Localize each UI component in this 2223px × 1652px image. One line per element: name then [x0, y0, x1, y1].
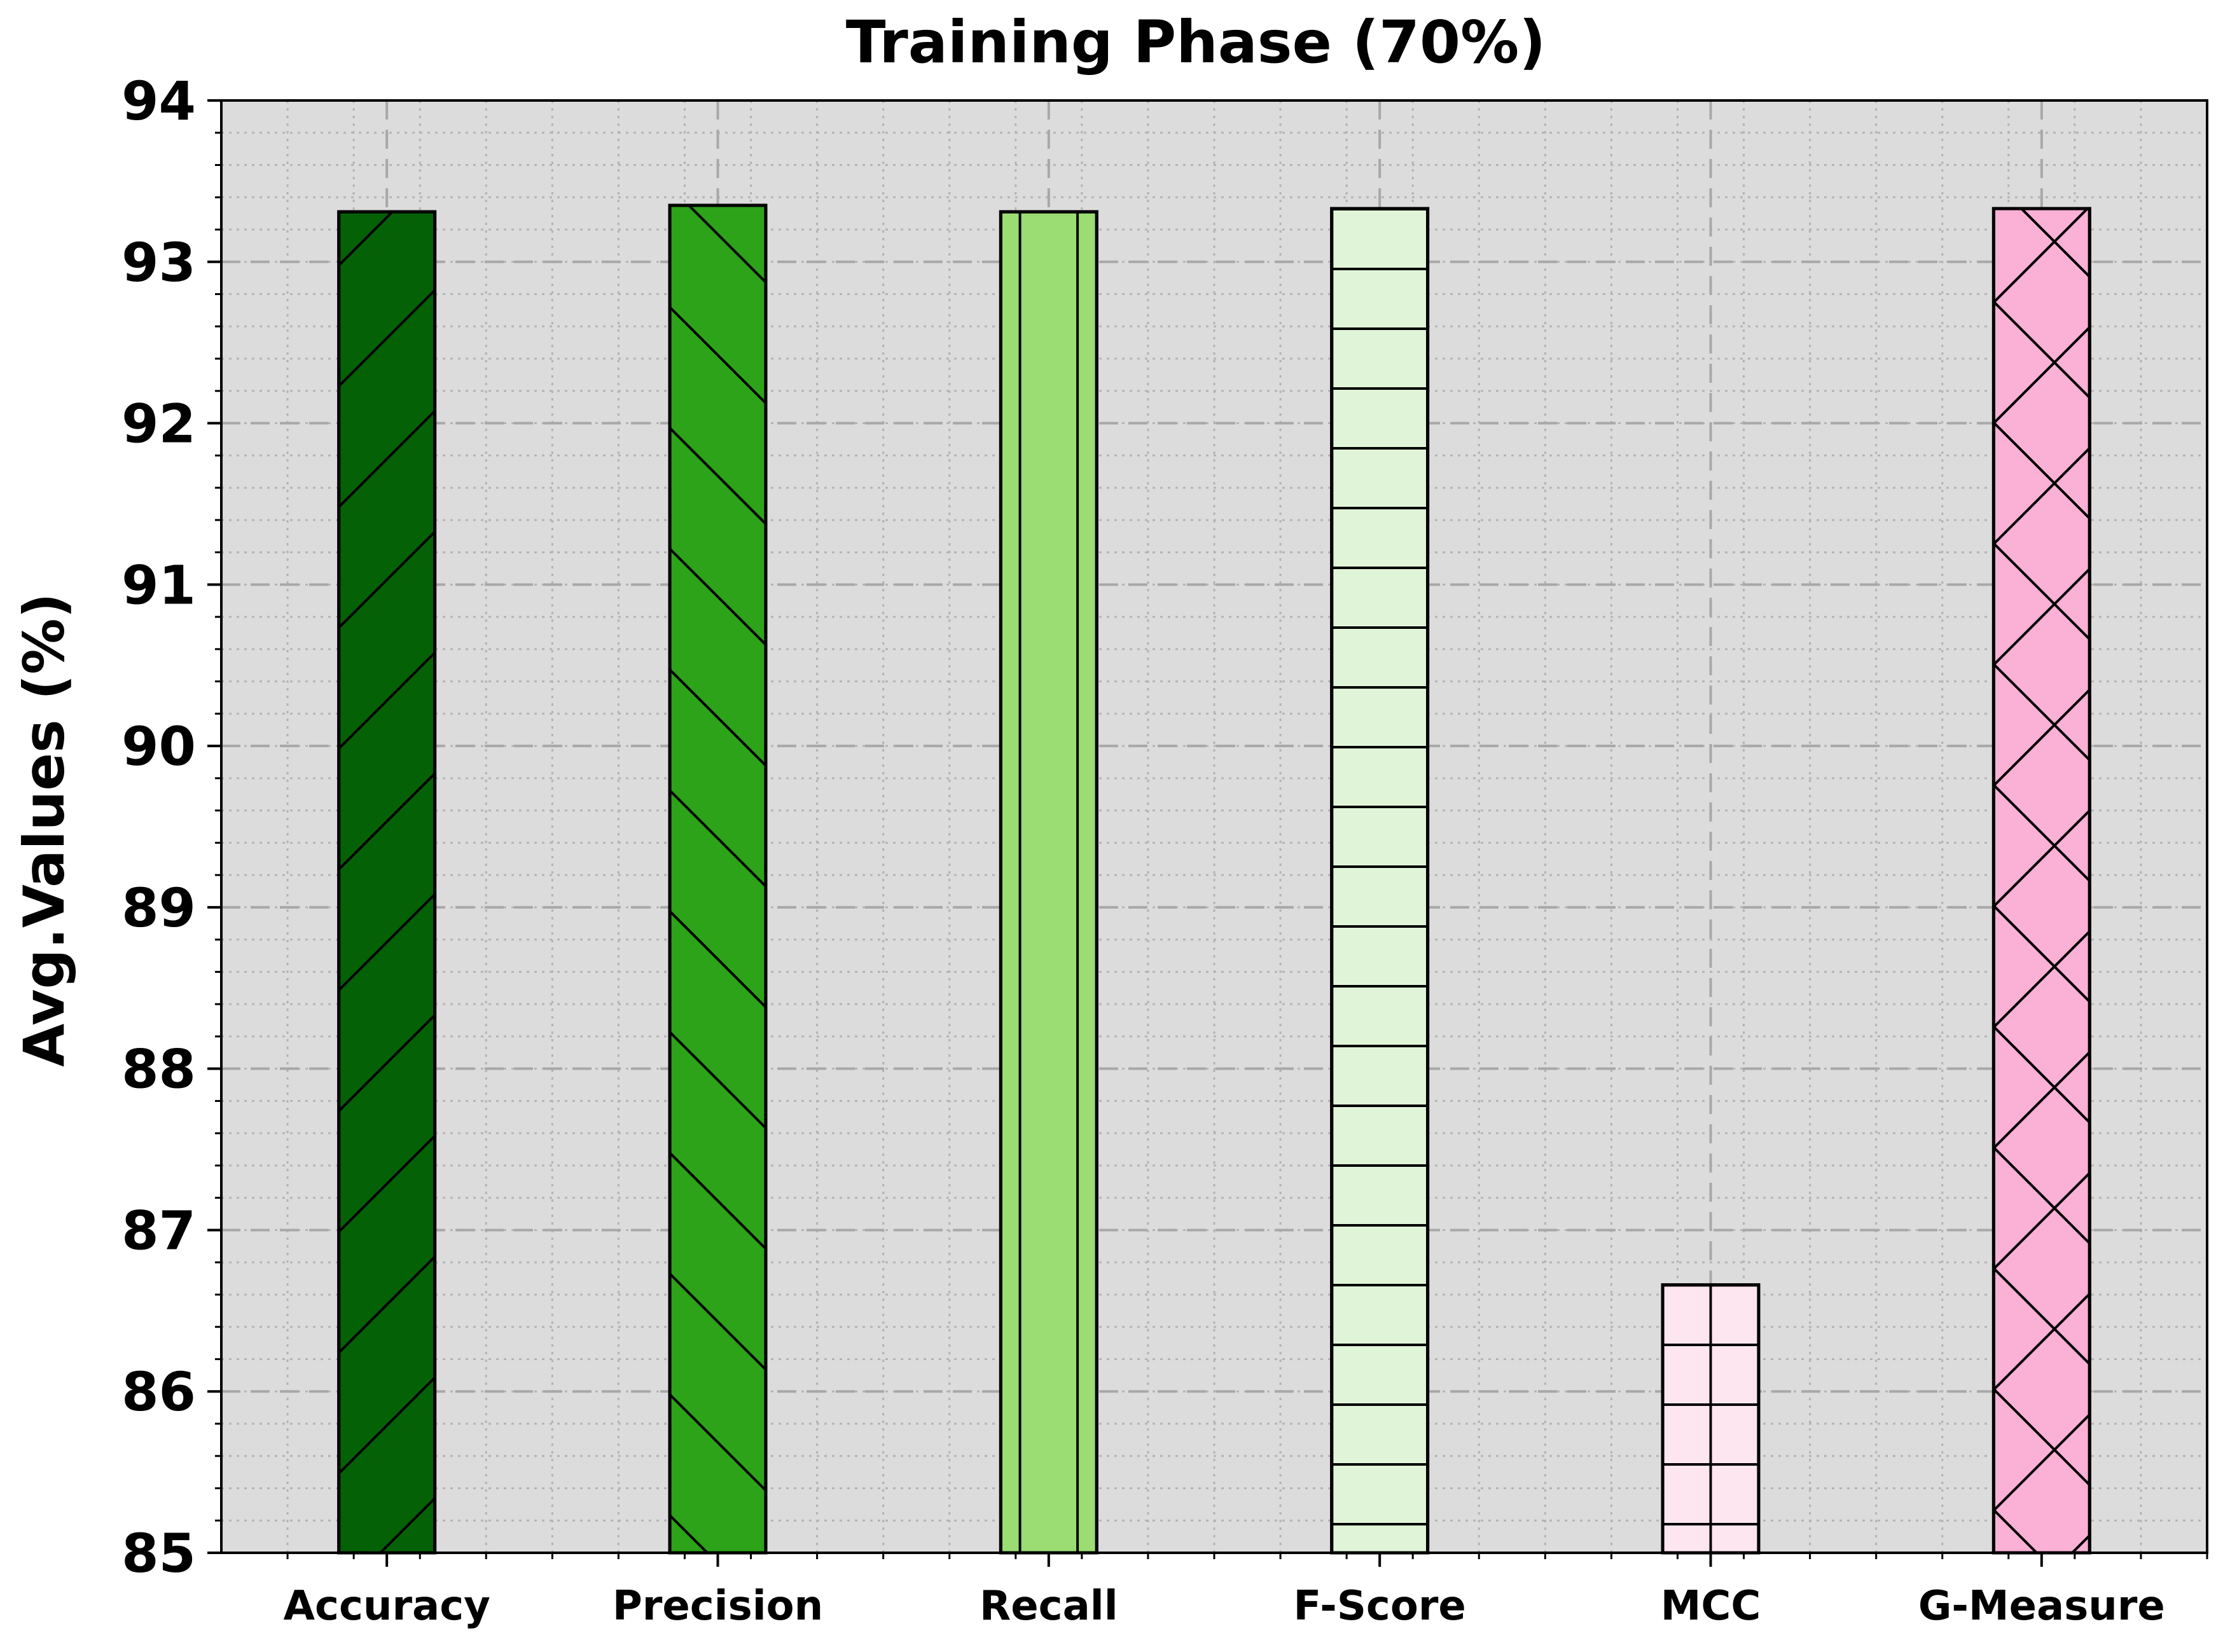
bars [337, 203, 2091, 1555]
bar-g-measure [1991, 207, 2091, 1555]
bar [668, 203, 768, 1555]
chart-title: Training Phase (70%) [846, 8, 1546, 76]
y-tick-label: 92 [121, 393, 196, 455]
x-tick-label: Accuracy [283, 1583, 490, 1630]
y-tick-label: 91 [121, 554, 196, 616]
y-axis-label: Avg.Values (%) [11, 593, 77, 1067]
bar [999, 210, 1098, 1555]
x-tick-label: F-Score [1294, 1583, 1466, 1630]
y-tick-label: 90 [121, 715, 196, 778]
x-tick-label: Precision [613, 1583, 823, 1630]
bar-mcc [1661, 1283, 1761, 1555]
x-tick-label: Recall [980, 1583, 1118, 1630]
bar [337, 210, 437, 1555]
y-tick-label: 87 [121, 1199, 196, 1262]
y-axis: 85 86 87 88 89 90 91 92 93 94 [121, 70, 221, 1585]
y-tick-label: 89 [121, 877, 196, 939]
y-tick-label: 94 [121, 70, 196, 132]
x-tick-label: MCC [1661, 1583, 1761, 1630]
bar [1991, 207, 2091, 1555]
bar-recall [999, 210, 1098, 1555]
y-tick-label: 93 [121, 231, 196, 294]
x-axis: Accuracy Precision Recall F-Score MCC G-Measu… [283, 1553, 2208, 1630]
bar [1330, 207, 1430, 1555]
x-tick-label: G-Measure [1918, 1583, 2165, 1630]
y-tick-label: 88 [121, 1038, 196, 1101]
bar-f-score [1330, 207, 1430, 1555]
minor-grid [221, 99, 2208, 1554]
y-tick-label: 86 [121, 1361, 196, 1423]
bar-precision [668, 203, 768, 1555]
bar-accuracy [337, 210, 437, 1555]
y-tick-label: 85 [121, 1522, 196, 1585]
